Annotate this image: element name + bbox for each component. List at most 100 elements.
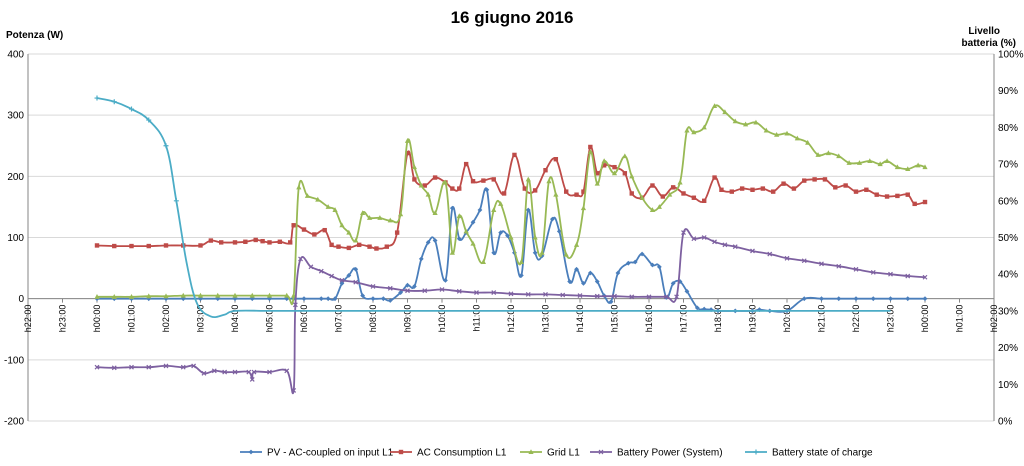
series-1-point [532,188,538,193]
series-2-point [377,215,383,220]
series-0-point [870,296,876,302]
x-tick-label: h19:00 [748,305,758,333]
series-0-point [449,205,455,211]
series-2-point [815,152,821,157]
series-1-point [581,189,586,194]
series-0-point [518,273,524,278]
series-2-point [532,234,538,240]
series-2-point [587,149,593,154]
series-2-point [111,294,117,299]
series-0-point [819,296,824,302]
axis-layer: -200 -100 0 100 200 300 400 0% 10% 20% 30% 40% 50% 60… [4,50,1024,428]
series-1-point [301,227,307,232]
series-2-point [794,135,800,141]
y-right-tick-label: 30% [998,306,1018,317]
series-2-point [701,124,707,130]
series-1-point [622,171,628,176]
series-2-point [304,193,311,198]
series-2-point [573,242,580,247]
x-tick-label: h06:00 [299,305,309,333]
series-1-point [288,240,293,245]
series-2-point [215,292,221,298]
series-2-point [722,109,728,115]
series-1-point [267,240,272,245]
series-2-point [836,153,842,159]
series-3-point [246,369,252,375]
series-0-point [581,280,586,286]
series-0-point [625,260,631,266]
series-2-point [825,150,831,156]
series-1-point [253,237,258,243]
series-1-point [601,163,607,168]
series-2-point [867,158,873,164]
x-tick-label: h23:00 [886,305,896,333]
legend-marker [248,449,254,455]
series-3-point [211,368,217,374]
y-right-tick-label: 60% [998,196,1018,207]
series-1-point [512,152,517,158]
series-2-point [411,164,417,170]
x-tick-label: h05:00 [265,305,275,333]
series-0-point [418,256,424,262]
legend-label: Grid L1 [547,448,580,459]
series-2-point [146,293,152,299]
legend-label: PV - AC-coupled on input L1 [267,448,394,459]
series-2-point [366,215,373,220]
series-0-point [670,280,676,286]
series-2-point [763,127,769,133]
series-4-point [163,143,169,149]
series-1-point [905,192,910,197]
series-3-point [836,263,842,269]
series-1-line [96,146,926,250]
series-1-point [412,177,417,182]
series-2-point [753,119,759,125]
series-1-point [670,185,676,190]
series-3-point [577,293,583,299]
series-0-point [525,207,531,213]
series-2-point [774,131,780,137]
series-2-point [639,194,645,200]
y-left-tick-label: 0 [18,294,24,305]
x-tick-label: h04:00 [230,305,240,333]
series-4-point [146,117,152,123]
series-2-point [353,237,359,243]
series-0-point [615,270,621,276]
series-4-point [129,106,134,112]
series-2-point [325,204,331,209]
series-1-point [833,185,838,190]
series-1-point [564,189,569,194]
series-0-point [398,290,403,295]
chart-title: 16 giugno 2016 [451,8,574,27]
series-0-point [387,298,393,303]
series-1-point [681,191,686,196]
series-3-point [543,291,548,297]
series-1-point [791,186,797,191]
series-0-point [491,250,497,256]
x-tick-label: h15:00 [610,305,620,333]
y-right-tick-label: 50% [998,233,1018,244]
series-1-point [612,164,617,170]
series-2-point [291,292,297,298]
series-1-point [260,238,265,244]
series-3-point [353,279,359,285]
x-tick-label: h22:00 [23,305,33,333]
series-0-point [632,259,638,265]
series-1-point [232,240,238,245]
series-0-point [836,296,842,302]
series-1-point [553,157,559,162]
series-1-point [771,189,776,194]
y-right-tick-label: 90% [998,86,1018,97]
series-2-point [915,162,921,168]
series-1-point [739,186,745,191]
series-3-point [474,290,479,295]
series-3-point [456,288,462,294]
series-1-point [112,243,117,249]
series-1-point [432,175,438,180]
series-1-point [691,195,697,200]
legend-item: AC Consumption L1 [390,448,507,459]
x-tick-label: h14:00 [575,305,585,333]
series-0-point [550,216,555,222]
series-0-point [853,296,859,302]
series-0-point [650,262,655,268]
